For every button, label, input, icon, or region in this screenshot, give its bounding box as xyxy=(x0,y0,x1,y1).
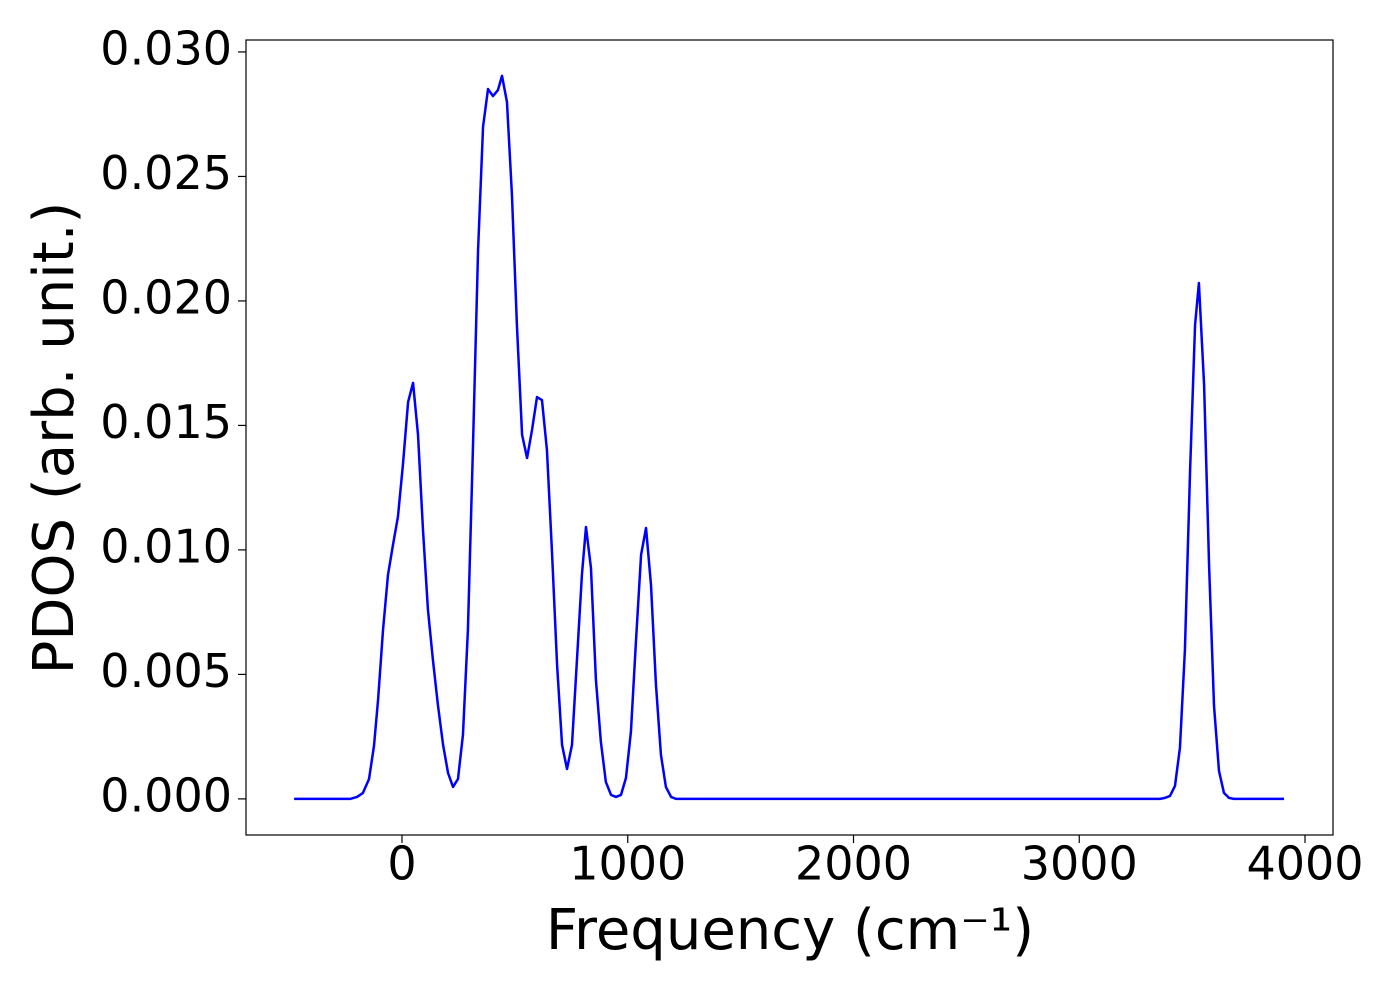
data-line xyxy=(294,74,1285,801)
x-tick-label: 4000 xyxy=(1246,837,1363,891)
axes-frame xyxy=(245,39,1334,836)
y-axis-label: PDOS (arb. unit.) xyxy=(22,202,87,675)
x-tick-label: 1000 xyxy=(569,837,686,891)
y-tick-label: 0.020 xyxy=(100,270,232,324)
y-tick-label: 0.030 xyxy=(100,21,232,75)
y-tick-label: 0.005 xyxy=(100,644,232,698)
x-axis-label: Frequency (cm⁻¹) xyxy=(546,898,1034,963)
y-tick-label: 0.000 xyxy=(100,768,232,822)
x-tick-label: 0 xyxy=(387,837,416,891)
y-tick-label: 0.010 xyxy=(100,519,232,573)
x-tick-label: 2000 xyxy=(795,837,912,891)
x-tick-label: 3000 xyxy=(1021,837,1138,891)
y-tick-label: 0.025 xyxy=(100,146,232,200)
y-tick-label: 0.015 xyxy=(100,395,232,449)
